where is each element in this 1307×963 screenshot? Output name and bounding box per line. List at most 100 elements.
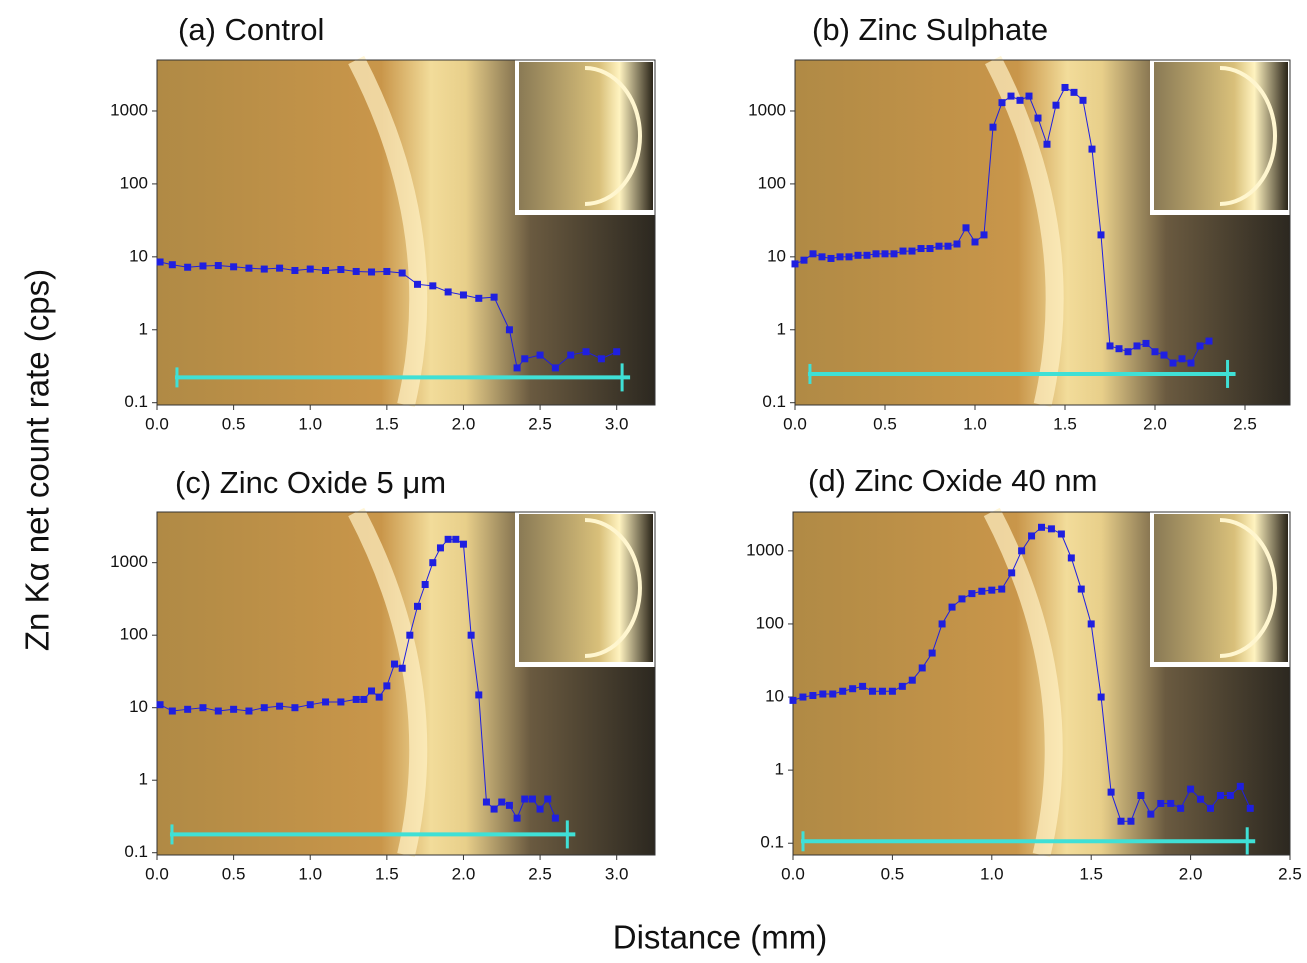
data-point [260,265,268,273]
data-point [1052,101,1060,109]
data-point [436,544,444,552]
y-tick-label: 1000 [110,552,148,571]
data-point [1067,554,1075,562]
y-tick-label: 100 [120,625,148,644]
data-point [1061,83,1069,91]
data-point [1137,791,1145,799]
data-point [613,348,621,356]
x-tick-label: 3.0 [605,864,629,883]
x-tick-label: 0.0 [145,864,169,883]
data-point [513,364,521,372]
data-point [368,268,376,276]
data-point [1196,342,1204,350]
data-point [791,260,799,268]
data-point [971,238,979,246]
data-point [1077,585,1085,593]
data-line [159,538,556,820]
x-tick-label: 0.5 [222,414,246,433]
data-point [836,253,844,261]
data-point [567,351,575,359]
y-tick-label: 0.1 [760,833,784,852]
y-tick-label: 100 [756,613,784,632]
data-point [872,250,880,258]
data-point [935,242,943,250]
data-point [383,682,391,690]
data-point [1160,351,1168,359]
y-tick-label: 1 [139,319,148,338]
data-point [980,231,988,239]
inset-image [519,514,653,662]
y-axis-label: Zn Kα net count rate (cps) [19,269,56,651]
data-point [505,326,513,334]
data-point [978,587,986,595]
y-tick-label: 1000 [748,100,786,119]
panel-title: (a) Control [178,12,324,47]
data-point [1034,114,1042,122]
data-point [184,705,192,713]
data-point [199,262,207,270]
data-point [1016,96,1024,104]
data-point [444,288,452,296]
plot-frame [156,59,656,406]
data-point [1169,359,1177,367]
data-point [337,266,345,274]
data-point [1147,810,1155,818]
data-point [938,620,946,628]
data-point [1197,795,1205,803]
data-point [156,701,164,709]
x-tick-label: 1.5 [1079,864,1103,883]
data-point [1107,788,1115,796]
data-point [1028,532,1036,540]
data-point [998,585,1006,593]
x-tick-label: 1.0 [963,414,987,433]
data-point [260,704,268,712]
data-point [1133,342,1141,350]
data-point [156,258,164,266]
data-point [1127,817,1135,825]
data-point [352,267,360,275]
data-point [1177,804,1185,812]
data-point [1088,145,1096,153]
y-tick-label: 1 [775,760,784,779]
data-point [544,795,552,803]
data-point [521,355,529,363]
data-point [521,795,529,803]
x-tick-label: 2.0 [1143,414,1167,433]
plot-frame [794,59,1291,406]
data-point [818,253,826,261]
plot-frame [156,511,656,856]
x-tick-label: 2.0 [452,414,476,433]
data-point [214,707,222,715]
x-tick-label: 0.5 [881,864,905,883]
data-point [908,676,916,684]
data-point [1079,96,1087,104]
x-tick-label: 2.0 [1179,864,1203,883]
data-point [322,266,330,274]
x-tick-label: 0.5 [873,414,897,433]
data-point [854,251,862,259]
y-tick-label: 0.1 [762,392,786,411]
data-point [597,355,605,363]
inset-crescent [1219,518,1277,658]
data-point [878,687,886,695]
data-point [1008,569,1016,577]
data-point [989,123,997,131]
data-point [452,535,460,543]
data-point [1117,817,1125,825]
x-tick-label: 2.0 [452,864,476,883]
data-point [1057,530,1065,538]
data-point [1187,359,1195,367]
data-point [928,649,936,657]
tissue-band [985,55,1064,408]
x-axis-label: Distance (mm) [613,919,828,956]
data-point [953,240,961,248]
x-tick-label: 0.0 [145,414,169,433]
data-point [391,660,399,668]
inset-image [1154,514,1288,662]
data-point [551,364,559,372]
data-point [899,247,907,255]
data-point [1206,804,1214,812]
x-tick-label: 1.5 [375,414,399,433]
x-tick-label: 2.5 [528,414,552,433]
data-point [413,280,421,288]
